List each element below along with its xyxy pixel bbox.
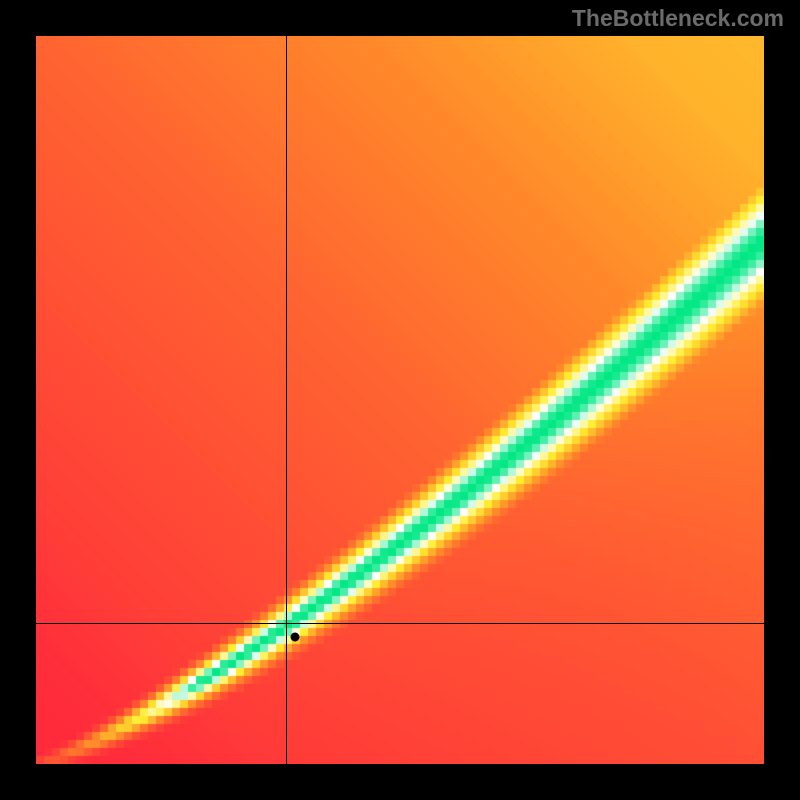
crosshair-horizontal [36, 623, 764, 624]
crosshair-vertical [286, 36, 287, 764]
data-point-marker [291, 633, 300, 642]
watermark-text: TheBottleneck.com [572, 5, 784, 32]
plot-area [36, 36, 764, 764]
heatmap-canvas [36, 36, 764, 764]
chart-container: TheBottleneck.com [0, 0, 800, 800]
